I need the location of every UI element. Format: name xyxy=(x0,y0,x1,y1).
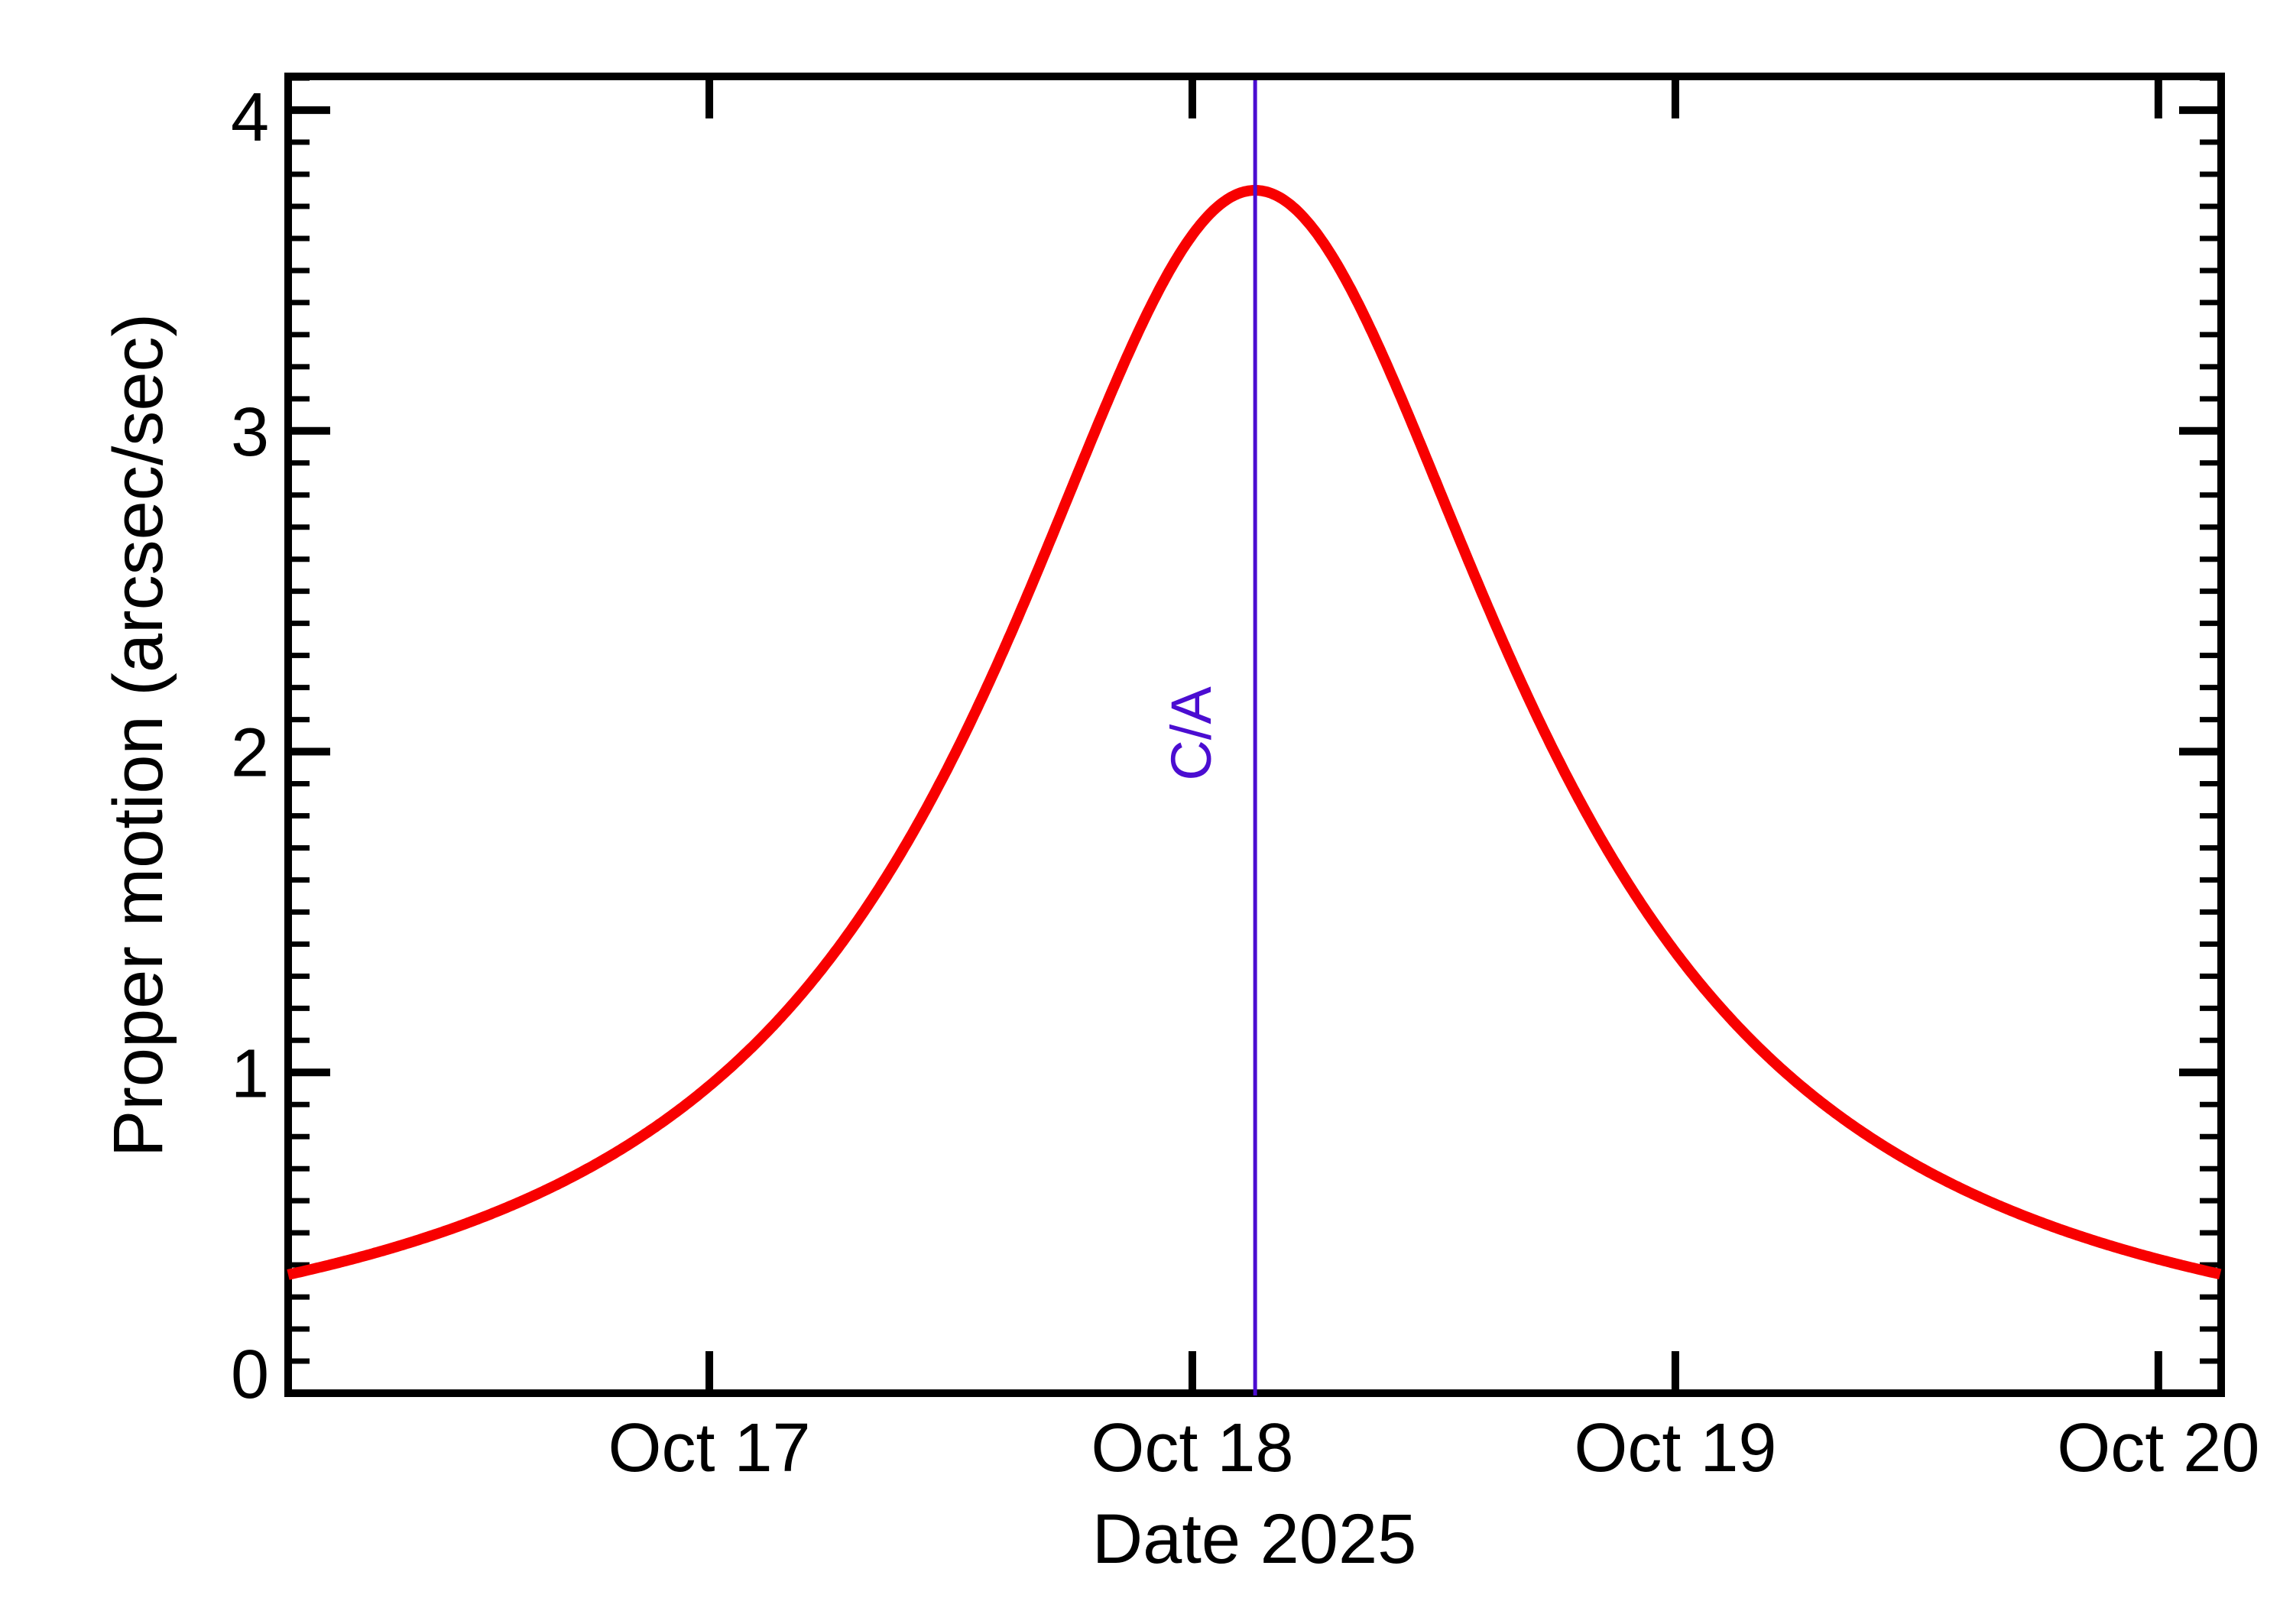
y-tick-label: 3 xyxy=(231,394,269,471)
closest-approach-label: C/A xyxy=(1159,686,1223,781)
y-tick-label: 1 xyxy=(231,1036,269,1112)
axis-tick-labels: Oct 17 Oct 18 Oct 19 Oct 20 0 1 2 3 4 xyxy=(231,79,2259,1486)
y-tick-label: 4 xyxy=(231,79,269,156)
y-axis-title: Proper motion (arcsec/sec) xyxy=(99,313,177,1157)
y-tick-label: 0 xyxy=(231,1337,269,1413)
x-tick-label: Oct 18 xyxy=(1091,1410,1293,1486)
y-tick-label: 2 xyxy=(231,715,269,792)
x-tick-label: Oct 19 xyxy=(1574,1410,1776,1486)
x-tick-label: Oct 20 xyxy=(2057,1410,2259,1486)
axis-ticks xyxy=(288,75,2221,1393)
x-tick-label: Oct 17 xyxy=(608,1410,810,1486)
x-axis-title: Date 2025 xyxy=(1092,1500,1417,1578)
